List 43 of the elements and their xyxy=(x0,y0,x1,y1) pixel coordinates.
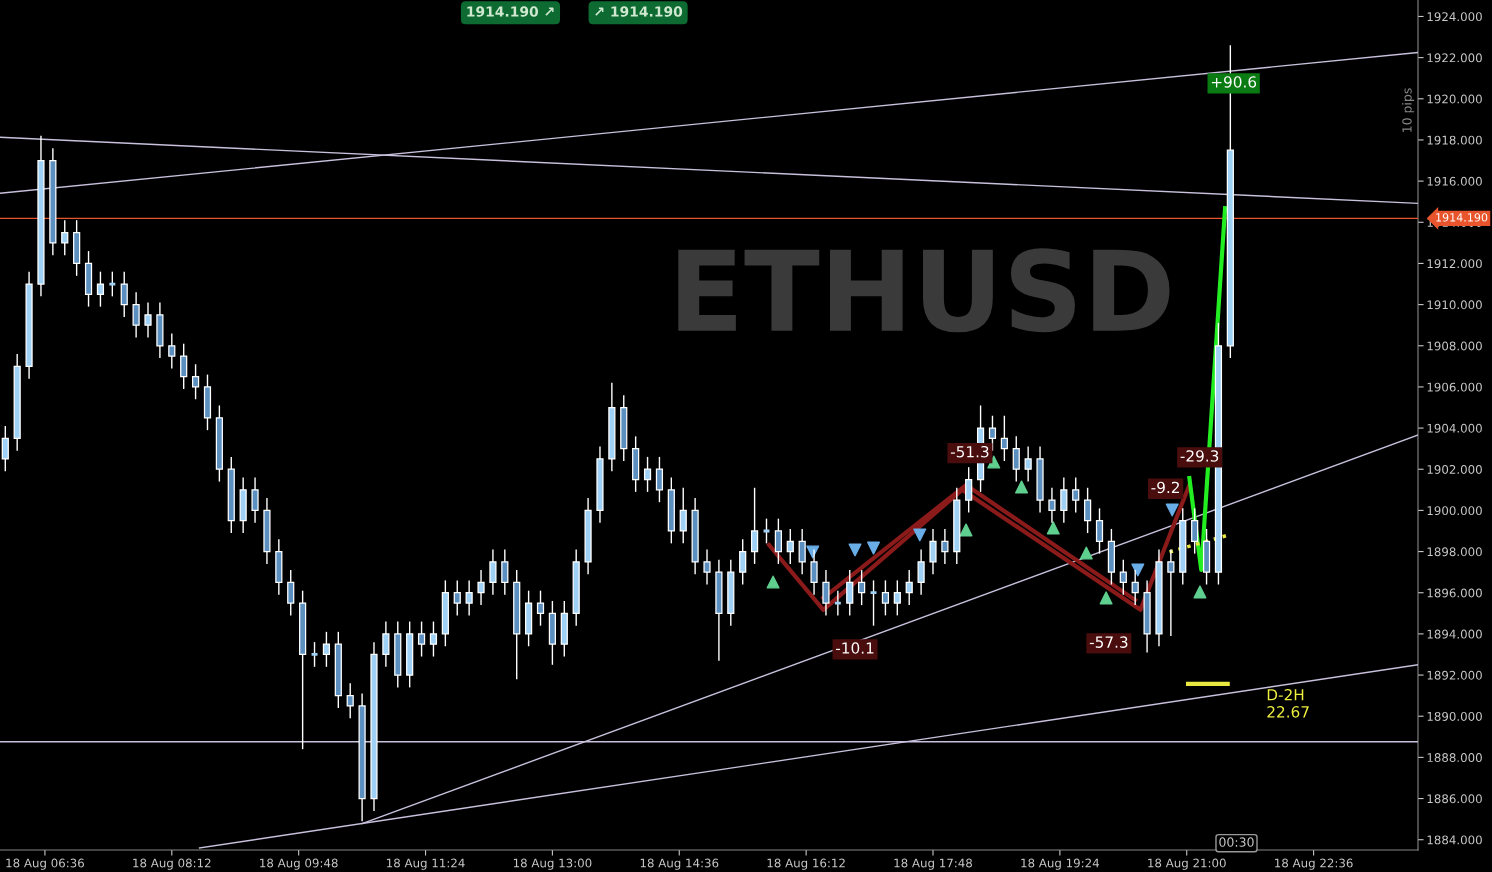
y-tick-label: 1888.000 xyxy=(1427,753,1482,763)
y-tick-label: 1910.000 xyxy=(1427,300,1482,310)
x-tick-label: 18 Aug 09:48 xyxy=(260,858,338,870)
y-tick-label: 1906.000 xyxy=(1427,382,1482,392)
x-tick-label: 18 Aug 22:36 xyxy=(1275,858,1353,870)
y-tick-label: 1922.000 xyxy=(1427,53,1482,63)
y-tick-label: 1894.000 xyxy=(1427,629,1482,639)
annotation: -29.3 xyxy=(1180,450,1219,462)
y-tick-label: 1892.000 xyxy=(1427,670,1482,680)
x-tick-label: 18 Aug 19:24 xyxy=(1021,858,1099,870)
annotation: +90.6 xyxy=(1211,76,1257,88)
y-tick-label: 1918.000 xyxy=(1427,135,1482,145)
x-tick-label: 18 Aug 08:12 xyxy=(133,858,211,870)
y-tick-label: 1896.000 xyxy=(1427,588,1482,598)
y-tick-label: 1884.000 xyxy=(1427,835,1482,845)
annotation: D-2H 22.67 xyxy=(1267,688,1309,718)
y-tick-label: 1908.000 xyxy=(1427,341,1482,351)
x-tick-label: 18 Aug 06:36 xyxy=(6,858,84,870)
y-tick-label: 1898.000 xyxy=(1427,547,1482,557)
y-tick-label: 1900.000 xyxy=(1427,506,1482,516)
annotation: 10 pips xyxy=(1402,88,1415,132)
x-tick-label: 18 Aug 14:36 xyxy=(640,858,719,870)
y-tick-label: 1916.000 xyxy=(1427,176,1482,186)
annotation: -57.3 xyxy=(1089,636,1128,648)
y-tick-label: 1890.000 xyxy=(1427,711,1482,721)
y-tick-label: 1904.000 xyxy=(1427,423,1482,433)
x-tick-label: 18 Aug 11:24 xyxy=(387,858,465,870)
annotation: ↗ 1914.190 xyxy=(595,6,683,17)
y-tick-label: 1902.000 xyxy=(1427,464,1482,474)
x-tick-label: 18 Aug 17:48 xyxy=(894,858,972,870)
annotation: -9.2 xyxy=(1151,481,1179,494)
x-tick-label: 18 Aug 21:00 xyxy=(1148,858,1226,870)
annotation: 00:30 xyxy=(1219,837,1254,847)
annotation: ETHUSD xyxy=(678,248,1170,333)
y-tick-label: 1924.000 xyxy=(1427,12,1482,22)
x-tick-label: 18 Aug 13:00 xyxy=(513,858,592,870)
annotation: -51.3 xyxy=(950,445,989,458)
y-tick-label: 1886.000 xyxy=(1427,794,1482,804)
annotation: 1914.190 ↗ xyxy=(467,6,554,17)
annotation: -10.1 xyxy=(836,642,874,654)
y-tick-label: 1920.000 xyxy=(1427,94,1482,104)
y-tick-label: 1912.000 xyxy=(1427,259,1482,269)
x-tick-label: 18 Aug 16:12 xyxy=(767,858,845,870)
